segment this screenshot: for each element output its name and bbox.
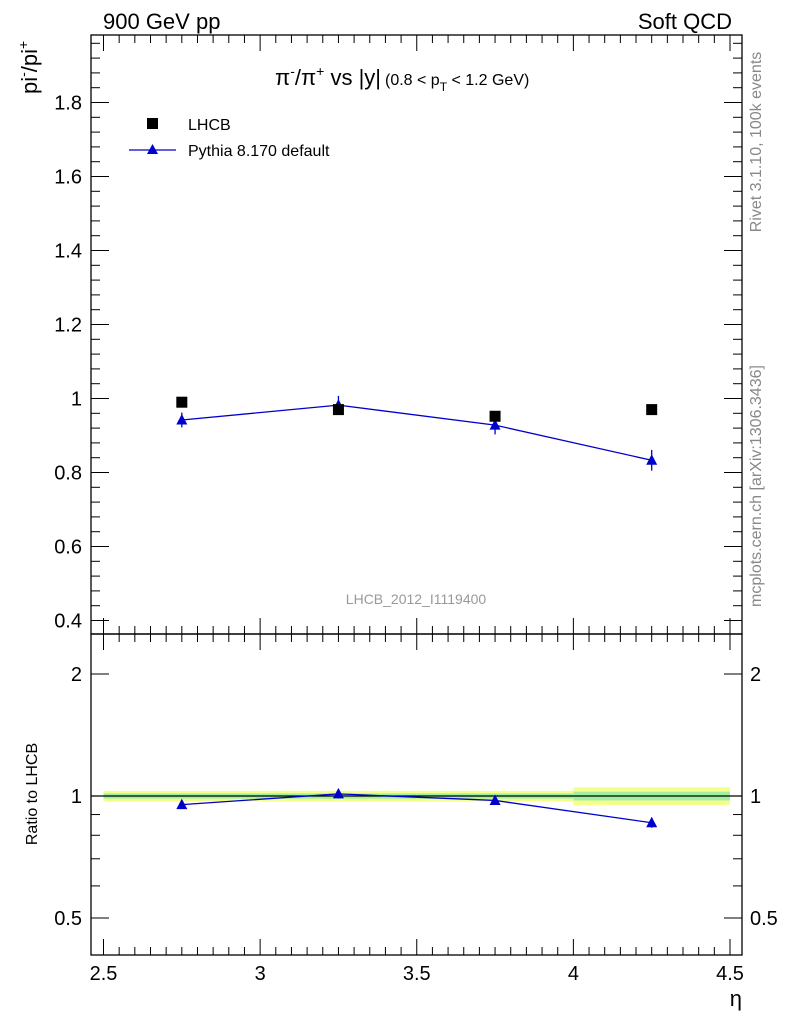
main-y-tick-label: 1.8 — [54, 93, 82, 115]
main-y-tick-label: 1 — [71, 389, 82, 411]
pythia-point — [646, 454, 658, 465]
mcplots-reference-label: mcplots.cern.ch [arXiv:1306.3436] — [748, 365, 765, 607]
x-tick-label: 2.5 — [90, 963, 118, 985]
x-tick-label: 3.5 — [403, 963, 431, 985]
axis-ticks — [91, 35, 742, 955]
lhcb-point — [489, 410, 501, 422]
ratio-y-tick-label-left: 2 — [71, 664, 82, 686]
main-y-tick-label: 1.2 — [54, 315, 82, 337]
main-y-tick-label: 0.8 — [54, 463, 82, 485]
ratio-y-tick-label-left: 1 — [71, 786, 82, 808]
legend-pythia-label: Pythia 8.170 default — [188, 143, 330, 160]
ratio-y-axis-label: Ratio to LHCB — [24, 743, 41, 845]
ratio-y-tick-label-left: 0.5 — [54, 908, 82, 930]
data-series — [176, 395, 658, 828]
energy-label: 900 GeV pp — [103, 9, 220, 34]
main-y-tick-label: 0.4 — [54, 611, 82, 633]
pythia-line — [181, 404, 652, 461]
ratio-pythia-point — [646, 816, 658, 828]
main-plot-title: π-/π+ vs |y| (0.8 < pT < 1.2 GeV) — [275, 63, 529, 94]
ratio-pythia-point — [332, 787, 344, 799]
ratio-y-tick-label-right: 2 — [750, 664, 761, 686]
pythia-point — [176, 413, 188, 425]
lhcb-point — [332, 404, 344, 416]
x-tick-label: 4 — [568, 963, 579, 985]
lhcb-point — [176, 396, 188, 408]
rivet-version-label: Rivet 3.1.10, 100k events — [748, 52, 765, 233]
main-y-axis-label: pi-/pi+ — [15, 41, 42, 94]
lhcb-point — [646, 404, 658, 416]
ratio-y-tick-label-right: 1 — [750, 786, 761, 808]
legend-lhcb-label: LHCB — [188, 117, 231, 134]
main-y-tick-label: 0.6 — [54, 537, 82, 559]
pythia-point — [489, 419, 501, 430]
legend-pythia-marker — [147, 144, 158, 154]
ratio-y-tick-label-right: 0.5 — [750, 908, 778, 930]
axis-tick-labels: 2.5 3 3.5 4 4.5 0.4 0.6 0.8 1 1.2 1.4 1.6 1.8 0.5 0.5 1… — [54, 93, 778, 986]
plot-frames — [90, 34, 743, 956]
x-tick-label: 3 — [255, 963, 266, 985]
legend: LHCB Pythia 8.170 default — [129, 117, 330, 160]
category-label: Soft QCD — [638, 9, 732, 34]
x-tick-label: 4.5 — [716, 963, 744, 985]
ratio-pythia-line — [181, 793, 652, 824]
legend-lhcb-marker — [147, 118, 158, 129]
x-axis-label: η — [730, 986, 742, 1011]
main-y-tick-label: 1.6 — [54, 167, 82, 189]
ratio-pythia-point — [176, 798, 188, 810]
ratio-pythia-point — [489, 794, 501, 805]
analysis-id-label: LHCB_2012_I1119400 — [346, 591, 487, 607]
main-y-tick-label: 1.4 — [54, 241, 82, 263]
